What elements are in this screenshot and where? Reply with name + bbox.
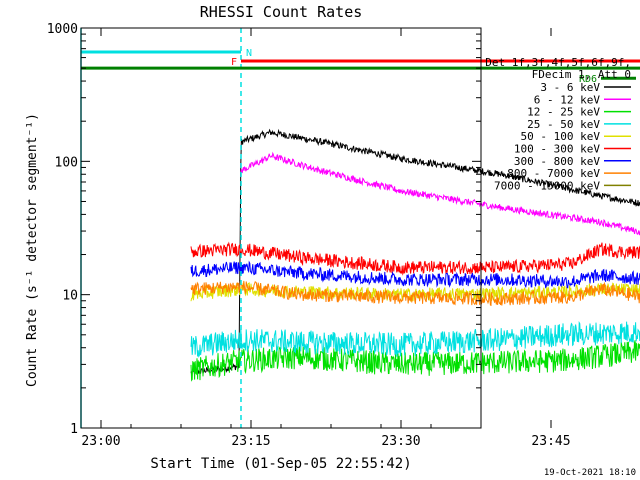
x-tick-label: 23:00 bbox=[81, 434, 120, 449]
series-line-800-7000kev bbox=[190, 280, 640, 307]
legend-entry-label: 7000 - 15000 keV bbox=[494, 179, 600, 192]
legend-entry-label: 100 - 300 keV bbox=[514, 143, 600, 156]
legend-entry-label: 25 - 50 keV bbox=[527, 118, 600, 131]
legend-entry-label: 300 - 800 keV bbox=[514, 155, 600, 168]
x-tick-label: 23:30 bbox=[381, 434, 420, 449]
legend-entry-label: 6 - 12 keV bbox=[534, 93, 601, 106]
series-line-100-300kev bbox=[190, 241, 640, 276]
x-tick-label: 23:15 bbox=[231, 434, 270, 449]
series-line-12-25kev bbox=[190, 340, 640, 382]
y-tick-label: 100 bbox=[55, 155, 78, 170]
timestamp: 19-Oct-2021 18:10 bbox=[544, 468, 636, 478]
flag-label-n: N bbox=[246, 48, 252, 59]
x-tick-label: 23:45 bbox=[531, 434, 570, 449]
series-line-3-6kev bbox=[190, 128, 640, 376]
legend-entry-label: 800 - 7000 keV bbox=[507, 167, 600, 180]
x-axis-label: Start Time (01-Sep-05 22:55:42) bbox=[150, 456, 411, 472]
legend-header-line: Det 1f,3f,4f,5f,6f,9f, bbox=[485, 56, 631, 69]
series-line-300-800kev bbox=[190, 260, 640, 289]
flag-label-f: F bbox=[231, 57, 237, 68]
legend-entry-label: 12 - 25 keV bbox=[527, 106, 600, 119]
flag-label-rd6: RD6 bbox=[579, 74, 597, 85]
y-tick-label: 1000 bbox=[47, 22, 78, 37]
y-tick-label: 10 bbox=[62, 289, 78, 304]
chart-title: RHESSI Count Rates bbox=[200, 3, 363, 21]
y-tick-label: 1 bbox=[70, 422, 78, 437]
y-axis-label: Count Rate (s⁻¹ detector segment⁻¹) bbox=[25, 113, 40, 387]
series-line-25-50kev bbox=[190, 320, 640, 358]
legend-entry-label: 50 - 100 keV bbox=[521, 130, 601, 143]
legend-header-line: FDecim 1, Att 0 bbox=[532, 68, 631, 81]
series-line-6-12kev bbox=[240, 151, 640, 236]
legend-entry-label: 3 - 6 keV bbox=[540, 81, 600, 94]
